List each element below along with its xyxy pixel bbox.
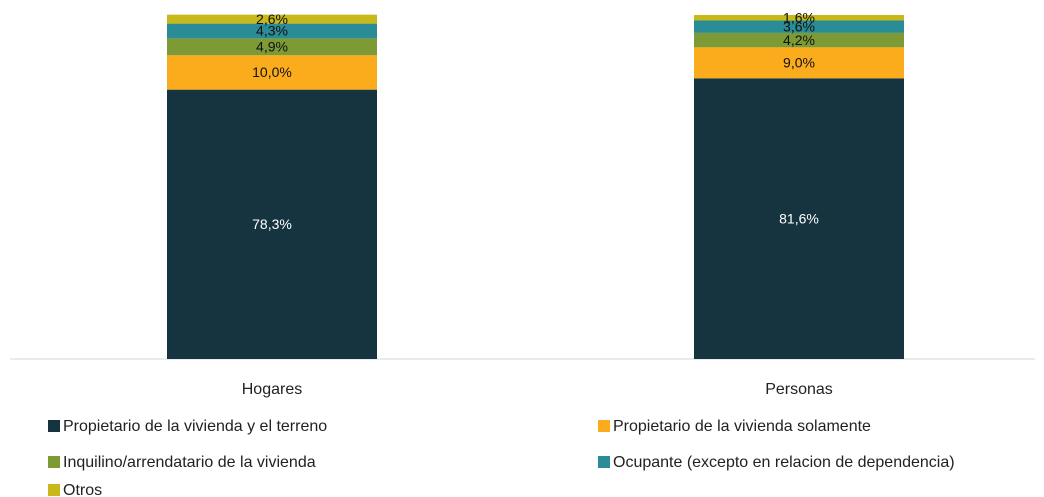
bar-segment [694, 32, 904, 48]
bar-segment [167, 55, 377, 90]
legend-label: Inquilino/arrendatario de la vivienda [63, 454, 316, 471]
value-label: 9,0% [783, 55, 815, 71]
value-label: 3,6% [783, 18, 815, 34]
value-label: 81,6% [779, 210, 819, 226]
legend-label: Propietario de la vivienda solamente [613, 418, 871, 435]
value-label: 4,9% [256, 39, 288, 55]
bar-segment [167, 38, 377, 56]
bar-segment [167, 23, 377, 39]
value-label: 10,0% [252, 64, 292, 80]
legend-swatch [48, 456, 60, 468]
value-label: 4,3% [256, 23, 288, 39]
bar-segment [694, 47, 904, 79]
legend-label: Ocupante (excepto en relacion de depende… [613, 454, 955, 471]
bar-segment [694, 78, 904, 360]
bar-segment [167, 14, 377, 24]
value-label: 2,6% [256, 11, 288, 27]
legend-label: Propietario de la vivienda y el terreno [63, 418, 327, 435]
x-tick-label: Hogares [242, 381, 302, 398]
value-label: 78,3% [252, 216, 292, 232]
value-label: 1,6% [783, 9, 815, 25]
legend-swatch [598, 420, 610, 432]
legend-swatch [48, 420, 60, 432]
legend-swatch [598, 456, 610, 468]
bar-segment [694, 15, 904, 21]
legend-swatch [48, 484, 60, 496]
bar-segment [694, 20, 904, 33]
x-tick-label: Personas [765, 381, 833, 398]
legend-label: Otros [63, 482, 102, 497]
value-label: 4,2% [783, 32, 815, 48]
bar-segment [167, 89, 377, 359]
